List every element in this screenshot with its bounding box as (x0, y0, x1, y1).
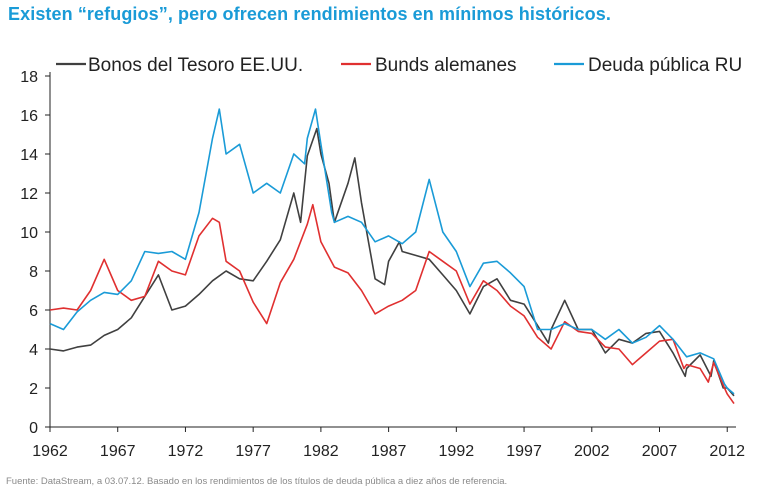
series-lines (49, 108, 735, 405)
y-tick-label: 4 (29, 342, 38, 359)
x-tick-label: 2002 (574, 443, 610, 460)
legend-label: Deuda pública RU (588, 55, 742, 76)
legend-label: Bonos del Tesoro EE.UU. (88, 55, 303, 76)
chart-title: Existen “refugios”, pero ofrecen rendimi… (8, 4, 611, 24)
series-line-bunds-alemanes (49, 203, 735, 405)
x-tick-label: 1992 (439, 443, 475, 460)
x-tick-label: 1967 (100, 443, 136, 460)
y-tick-label: 10 (20, 225, 38, 242)
y-tick-label: 16 (20, 108, 38, 125)
chart-axes: 0 2 4 6 8 10 12 14 16 18 1962 1967 1972 1977 1982 1987 1… (20, 69, 745, 460)
y-tick-label: 8 (29, 264, 38, 281)
y-tick-label: 14 (20, 147, 38, 164)
y-tick-label: 0 (29, 420, 38, 437)
y-tick-label: 12 (20, 186, 38, 203)
legend-label: Bunds alemanes (375, 55, 517, 76)
legend: Bonos del Tesoro EE.UU. Bunds alemanes Deu… (56, 55, 742, 76)
x-tick-label: 1997 (506, 443, 542, 460)
series-line-bonos-del-tesoro-ee-uu- (49, 127, 735, 397)
y-tick-label: 18 (20, 69, 38, 86)
series-line-deuda-p-blica-ru (49, 108, 735, 395)
x-tick-label: 2012 (709, 443, 745, 460)
x-tick-label: 1972 (168, 443, 204, 460)
x-tick-label: 1987 (371, 443, 407, 460)
x-tick-label: 1982 (303, 443, 339, 460)
x-tick-label: 2007 (642, 443, 678, 460)
y-tick-label: 2 (29, 381, 38, 398)
source-note: Fuente: DataStream, a 03.07.12. Basado e… (6, 476, 508, 487)
x-tick-label: 1977 (235, 443, 271, 460)
y-tick-label: 6 (29, 303, 38, 320)
x-tick-label: 1962 (32, 443, 68, 460)
